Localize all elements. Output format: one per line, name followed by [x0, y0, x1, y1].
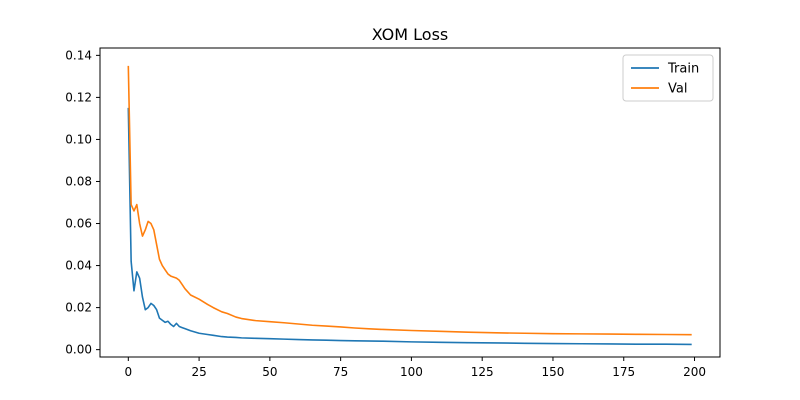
y-tick-label: 0.08 [65, 174, 92, 188]
legend-label-val: Val [668, 82, 687, 97]
y-tick-label: 0.02 [65, 301, 92, 315]
x-tick-label: 0 [124, 365, 132, 379]
plot-area [99, 47, 721, 358]
y-tick-label: 0.00 [65, 343, 92, 357]
y-tick-label: 0.06 [65, 217, 92, 231]
y-tick-label: 0.12 [65, 90, 92, 104]
series-line-val [127, 65, 692, 336]
y-tick-label: 0.04 [65, 259, 92, 273]
x-tick-label: 200 [683, 365, 706, 379]
x-axis: 0 25 50 75 100 125 150 175 200 [124, 357, 706, 379]
y-tick-label: 0.14 [65, 48, 92, 62]
x-tick-label: 175 [612, 365, 635, 379]
y-axis: 0.00 0.02 0.04 0.06 0.08 0.10 0.12 0.14 [65, 48, 100, 357]
x-tick-label: 150 [542, 365, 565, 379]
legend-box [622, 54, 714, 102]
x-tick-label: 125 [471, 365, 494, 379]
x-tick-label: 100 [400, 365, 423, 379]
y-tick-label: 0.10 [65, 132, 92, 146]
x-tick-label: 50 [262, 365, 277, 379]
plot-frame [99, 47, 721, 358]
x-tick-label: 25 [191, 365, 206, 379]
x-tick-label: 75 [333, 365, 348, 379]
chart-title: XOM Loss [372, 25, 449, 44]
legend-label-train: Train [667, 62, 699, 77]
series-layer [127, 65, 692, 346]
series-line-train [127, 107, 692, 346]
legend: Train Val [622, 54, 714, 102]
